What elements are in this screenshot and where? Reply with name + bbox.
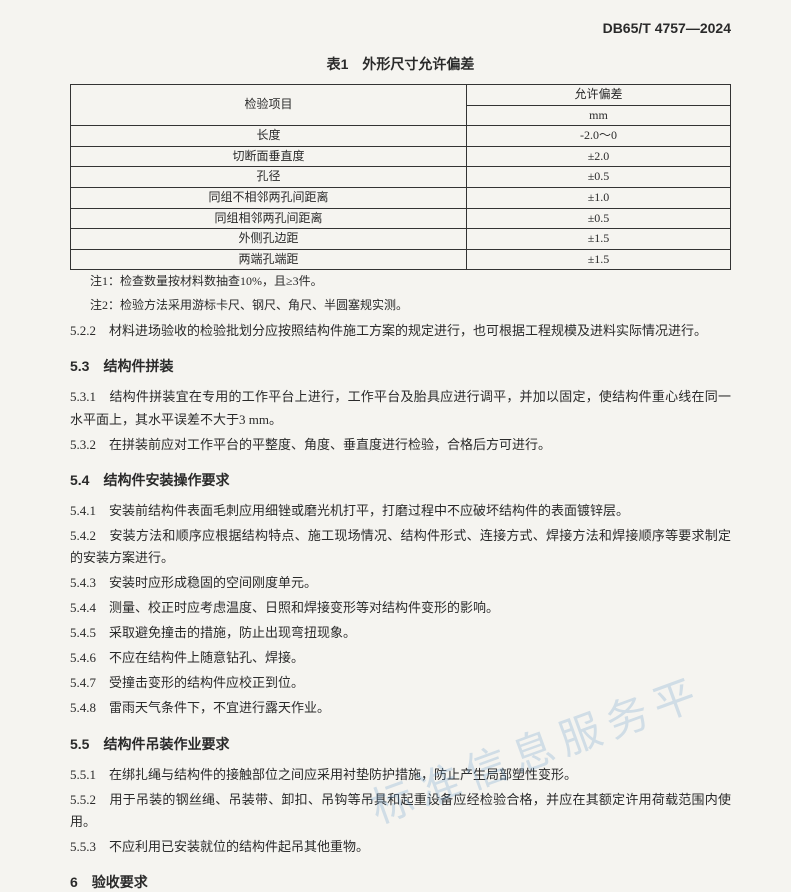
table-header-item: 检验项目 — [71, 85, 467, 126]
clause-text: 不应利用已安装就位的结构件起吊其他重物。 — [96, 839, 369, 854]
clause-text: 安装前结构件表面毛刺应用细锉或磨光机打平，打磨过程中不应破坏结构件的表面镀锌层。 — [96, 503, 629, 518]
clause-text: 采取避免撞击的措施，防止出现弯扭现象。 — [96, 625, 356, 640]
table-cell-tolerance: ±2.0 — [467, 146, 731, 167]
clause-num: 5.4.1 — [70, 503, 96, 518]
clause-num: 5.4.6 — [70, 650, 96, 665]
clause-text: 受撞击变形的结构件应校正到位。 — [96, 675, 304, 690]
clause-5-4-8: 5.4.8 雷雨天气条件下，不宜进行露天作业。 — [70, 697, 731, 719]
table-row: 两端孔端距±1.5 — [71, 249, 731, 270]
table-cell-tolerance: -2.0～0 — [467, 126, 731, 147]
table-cell-tolerance: ±1.0 — [467, 187, 731, 208]
clause-5-4-1: 5.4.1 安装前结构件表面毛刺应用细锉或磨光机打平，打磨过程中不应破坏结构件的… — [70, 500, 731, 522]
table-row: 长度-2.0～0 — [71, 126, 731, 147]
clause-num: 5.5.3 — [70, 839, 96, 854]
clause-num: 5.3.2 — [70, 437, 96, 452]
clause-5-4-3: 5.4.3 安装时应形成稳固的空间刚度单元。 — [70, 572, 731, 594]
clause-5-4-2: 5.4.2 安装方法和顺序应根据结构特点、施工现场情况、结构件形式、连接方式、焊… — [70, 525, 731, 569]
clause-text: 用于吊装的钢丝绳、吊装带、卸扣、吊钩等吊具和起重设备应经检验合格，并应在其额定许… — [70, 792, 731, 829]
clause-num: 5.4.2 — [70, 528, 96, 543]
table-cell-item: 切断面垂直度 — [71, 146, 467, 167]
table-cell-item: 孔径 — [71, 167, 467, 188]
heading-5-4: 5.4 结构件安装操作要求 — [70, 470, 731, 490]
clause-5-3-1: 5.3.1 结构件拼装宜在专用的工作平台上进行，工作平台及胎具应进行调平，并加以… — [70, 386, 731, 430]
clause-5-4-7: 5.4.7 受撞击变形的结构件应校正到位。 — [70, 672, 731, 694]
clause-5-4-5: 5.4.5 采取避免撞击的措施，防止出现弯扭现象。 — [70, 622, 731, 644]
table-cell-tolerance: ±0.5 — [467, 208, 731, 229]
clause-text: 结构件拼装宜在专用的工作平台上进行，工作平台及胎具应进行调平，并加以固定，使结构… — [70, 389, 731, 426]
clause-num: 5.4.5 — [70, 625, 96, 640]
clause-num: 5.4.3 — [70, 575, 96, 590]
clause-text: 不应在结构件上随意钻孔、焊接。 — [96, 650, 304, 665]
clause-5-4-4: 5.4.4 测量、校正时应考虑温度、日照和焊接变形等对结构件变形的影响。 — [70, 597, 731, 619]
table-cell-tolerance: ±1.5 — [467, 249, 731, 270]
table-cell-item: 同组不相邻两孔间距离 — [71, 187, 467, 208]
clause-num: 5.4.7 — [70, 675, 96, 690]
table-row: 外侧孔边距±1.5 — [71, 229, 731, 250]
clause-num: 5.4.4 — [70, 600, 96, 615]
table-note-2: 注2：检验方法采用游标卡尺、钢尺、角尺、半圆塞规实测。 — [90, 296, 731, 314]
table-title: 表1 外形尺寸允许偏差 — [70, 54, 731, 74]
table-cell-tolerance: ±0.5 — [467, 167, 731, 188]
table-row: 同组相邻两孔间距离±0.5 — [71, 208, 731, 229]
table-cell-item: 长度 — [71, 126, 467, 147]
clause-text: 雷雨天气条件下，不宜进行露天作业。 — [96, 700, 330, 715]
clause-5-5-2: 5.5.2 用于吊装的钢丝绳、吊装带、卸扣、吊钩等吊具和起重设备应经检验合格，并… — [70, 789, 731, 833]
clause-5-2-2: 5.2.2 材料进场验收的检验批划分应按照结构件施工方案的规定进行，也可根据工程… — [70, 320, 731, 342]
table-cell-item: 同组相邻两孔间距离 — [71, 208, 467, 229]
table-row: 切断面垂直度±2.0 — [71, 146, 731, 167]
heading-6: 6 验收要求 — [70, 872, 731, 892]
heading-5-5: 5.5 结构件吊装作业要求 — [70, 734, 731, 754]
clause-num: 5.3.1 — [70, 389, 96, 404]
clause-5-5-1: 5.5.1 在绑扎绳与结构件的接触部位之间应采用衬垫防护措施，防止产生局部塑性变… — [70, 764, 731, 786]
clause-text: 在拼装前应对工作平台的平整度、角度、垂直度进行检验，合格后方可进行。 — [96, 437, 551, 452]
table-header-tolerance: 允许偏差 — [467, 85, 731, 106]
table-cell-item: 两端孔端距 — [71, 249, 467, 270]
table-header-unit: mm — [467, 105, 731, 126]
table-cell-item: 外侧孔边距 — [71, 229, 467, 250]
clause-text: 在绑扎绳与结构件的接触部位之间应采用衬垫防护措施，防止产生局部塑性变形。 — [96, 767, 577, 782]
clause-num: 5.2.2 — [70, 323, 96, 338]
clause-text: 安装方法和顺序应根据结构特点、施工现场情况、结构件形式、连接方式、焊接方法和焊接… — [70, 528, 731, 565]
document-code: DB65/T 4757—2024 — [70, 20, 731, 36]
table-row: 同组不相邻两孔间距离±1.0 — [71, 187, 731, 208]
table-note-1: 注1：检查数量按材料数抽查10%，且≥3件。 — [90, 272, 731, 290]
heading-5-3: 5.3 结构件拼装 — [70, 356, 731, 376]
clause-num: 5.5.2 — [70, 792, 96, 807]
clause-num: 5.4.8 — [70, 700, 96, 715]
table-row: 孔径±0.5 — [71, 167, 731, 188]
clause-text: 材料进场验收的检验批划分应按照结构件施工方案的规定进行，也可根据工程规模及进料实… — [96, 323, 707, 338]
clause-text: 测量、校正时应考虑温度、日照和焊接变形等对结构件变形的影响。 — [96, 600, 499, 615]
clause-5-5-3: 5.5.3 不应利用已安装就位的结构件起吊其他重物。 — [70, 836, 731, 858]
tolerance-table: 检验项目 允许偏差 mm 长度-2.0～0切断面垂直度±2.0孔径±0.5同组不… — [70, 84, 731, 270]
clause-text: 安装时应形成稳固的空间刚度单元。 — [96, 575, 317, 590]
table-cell-tolerance: ±1.5 — [467, 229, 731, 250]
clause-5-4-6: 5.4.6 不应在结构件上随意钻孔、焊接。 — [70, 647, 731, 669]
clause-num: 5.5.1 — [70, 767, 96, 782]
clause-5-3-2: 5.3.2 在拼装前应对工作平台的平整度、角度、垂直度进行检验，合格后方可进行。 — [70, 434, 731, 456]
